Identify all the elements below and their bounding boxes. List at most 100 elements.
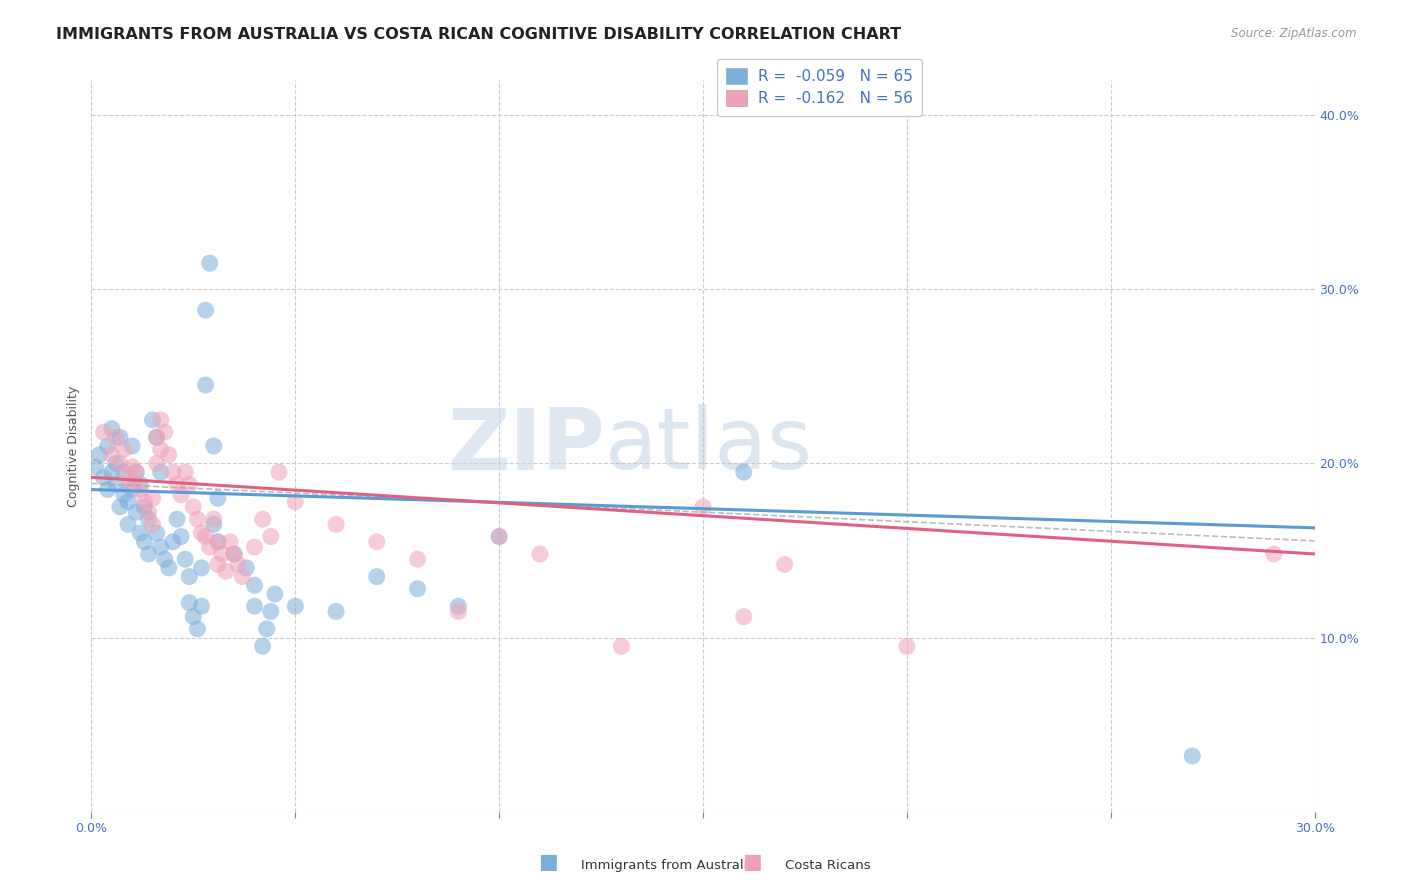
Point: [219, 534, 242, 549]
Point: [170, 488, 193, 502]
Point: [145, 430, 167, 444]
Point: [112, 465, 135, 479]
Point: [284, 599, 307, 614]
Point: [134, 534, 156, 549]
Point: [529, 547, 551, 561]
Point: [194, 530, 217, 544]
Point: [325, 517, 347, 532]
Point: [108, 500, 131, 514]
Point: [97, 439, 120, 453]
Point: [183, 500, 205, 514]
Point: [101, 465, 124, 479]
Point: [896, 640, 918, 654]
Point: [108, 430, 131, 444]
Point: [222, 547, 246, 561]
Point: [145, 430, 167, 444]
Point: [149, 442, 172, 457]
Point: [211, 547, 233, 561]
Point: [166, 477, 188, 491]
Point: [235, 561, 257, 575]
Point: [202, 439, 225, 453]
Point: [145, 457, 167, 471]
Point: [610, 640, 633, 654]
Point: [138, 512, 160, 526]
Point: [93, 425, 115, 439]
Point: [162, 534, 184, 549]
Point: [97, 483, 120, 497]
Point: [153, 552, 176, 566]
Point: [84, 459, 107, 474]
Point: [222, 547, 246, 561]
Point: [129, 483, 152, 497]
Point: [733, 465, 755, 479]
Point: [488, 530, 510, 544]
Point: [252, 512, 274, 526]
Point: [170, 530, 193, 544]
Point: [267, 465, 290, 479]
Point: [125, 465, 148, 479]
Point: [157, 448, 180, 462]
Point: [112, 488, 135, 502]
Point: [129, 526, 152, 541]
Point: [117, 470, 139, 484]
Point: [256, 622, 278, 636]
Point: [134, 500, 156, 514]
Point: [145, 526, 167, 541]
Point: [284, 494, 307, 508]
Point: [366, 534, 388, 549]
Point: [153, 425, 176, 439]
Point: [488, 530, 510, 544]
Point: [190, 526, 212, 541]
Text: IMMIGRANTS FROM AUSTRALIA VS COSTA RICAN COGNITIVE DISABILITY CORRELATION CHART: IMMIGRANTS FROM AUSTRALIA VS COSTA RICAN…: [56, 27, 901, 42]
Point: [733, 609, 755, 624]
Point: [138, 547, 160, 561]
Point: [190, 561, 212, 575]
Point: [406, 552, 429, 566]
Point: [174, 552, 197, 566]
Point: [186, 512, 208, 526]
Point: [179, 477, 201, 491]
Point: [260, 530, 283, 544]
Point: [692, 500, 714, 514]
Point: [141, 491, 163, 506]
Point: [260, 604, 283, 618]
Point: [166, 512, 188, 526]
Point: [226, 558, 249, 572]
Point: [215, 565, 238, 579]
Point: [121, 439, 143, 453]
Point: [183, 609, 205, 624]
Point: [108, 457, 131, 471]
Point: [1181, 749, 1204, 764]
Point: [149, 413, 172, 427]
Point: [194, 303, 217, 318]
Point: [194, 378, 217, 392]
Point: [162, 465, 184, 479]
Point: [243, 540, 266, 554]
Point: [117, 494, 139, 508]
Point: [243, 599, 266, 614]
Point: [207, 558, 229, 572]
Point: [231, 569, 253, 583]
Point: [117, 517, 139, 532]
Point: [179, 596, 201, 610]
Text: ■: ■: [742, 853, 762, 872]
Point: [198, 540, 221, 554]
Point: [125, 465, 148, 479]
Text: atlas: atlas: [605, 404, 813, 488]
Point: [207, 534, 229, 549]
Point: [121, 483, 143, 497]
Point: [773, 558, 796, 572]
Point: [104, 477, 127, 491]
Point: [366, 569, 388, 583]
Text: Costa Ricans: Costa Ricans: [785, 859, 870, 872]
Legend: R =  -0.059   N = 65, R =  -0.162   N = 56: R = -0.059 N = 65, R = -0.162 N = 56: [717, 59, 922, 116]
Point: [141, 517, 163, 532]
Point: [89, 448, 111, 462]
Point: [93, 470, 115, 484]
Point: [447, 599, 470, 614]
Point: [121, 477, 143, 491]
Point: [138, 505, 160, 519]
Point: [186, 622, 208, 636]
Point: [207, 491, 229, 506]
Y-axis label: Cognitive Disability: Cognitive Disability: [67, 385, 80, 507]
